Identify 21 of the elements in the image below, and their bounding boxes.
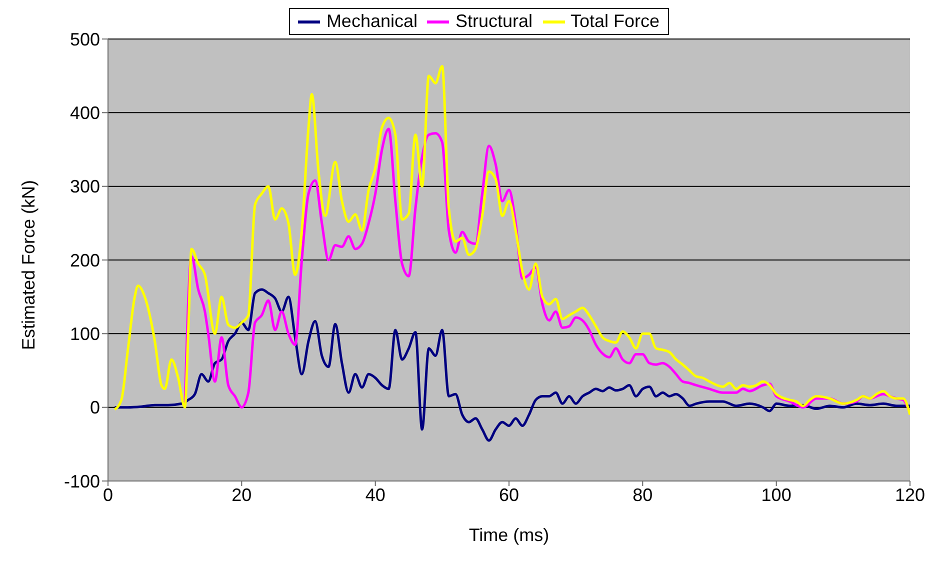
x-tick-label: 20 — [232, 484, 252, 505]
x-axis-title: Time (ms) — [468, 525, 550, 545]
y-tick-label: -100 — [64, 471, 100, 492]
x-tick-label: 60 — [498, 484, 520, 505]
x-tick-label: 100 — [761, 484, 792, 505]
x-tick-label: 80 — [632, 484, 653, 505]
x-tick-label: 120 — [894, 484, 926, 505]
x-tick-label: 0 — [102, 484, 114, 505]
y-axis-title: Estimated Force (kN) — [18, 180, 38, 350]
y-tick-label: 100 — [70, 324, 100, 344]
y-tick-label: 200 — [70, 250, 100, 270]
y-tick-label: 500 — [70, 29, 100, 50]
y-tick-label: 0 — [90, 398, 100, 418]
x-tick-label: 40 — [365, 484, 386, 505]
legend-label: Structural — [455, 11, 533, 32]
y-tick-label: 400 — [70, 103, 100, 124]
line-series — [113, 65, 910, 416]
legend-label: Total Force — [570, 11, 660, 32]
legend-label: Mechanical — [326, 11, 418, 32]
y-tick-label: 300 — [70, 176, 100, 197]
line-series — [113, 288, 910, 442]
